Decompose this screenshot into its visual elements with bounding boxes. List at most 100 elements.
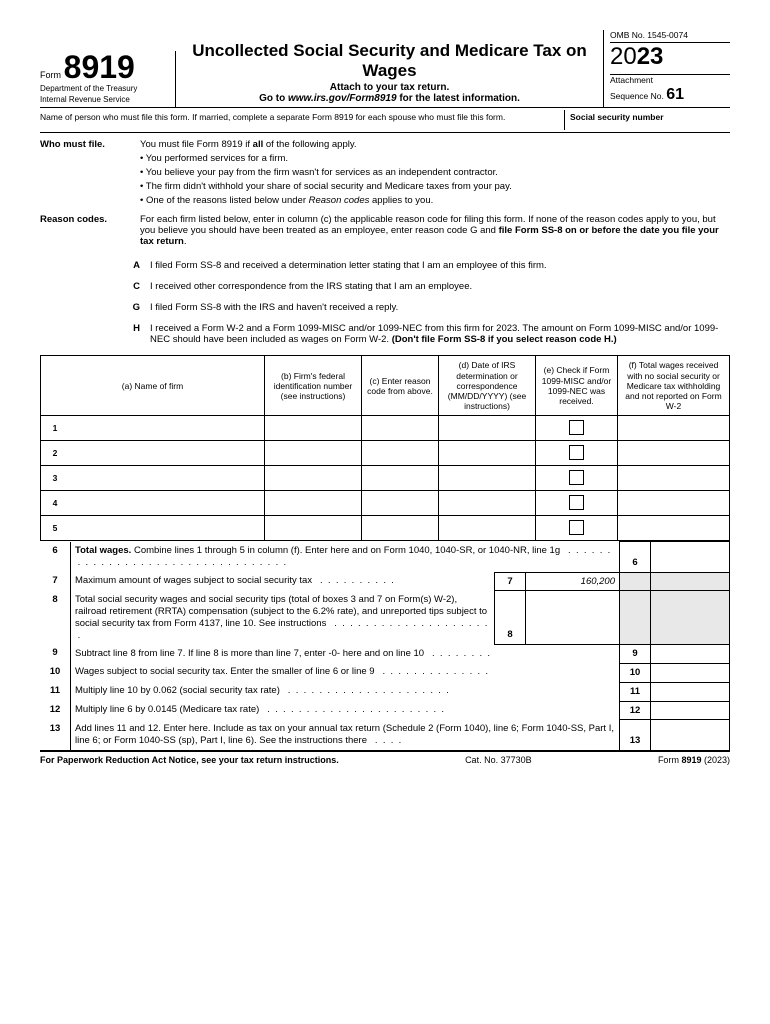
reason-text-H: I received a Form W-2 and a Form 1099-MI… [150, 323, 730, 345]
line-8: 8 Total social security wages and social… [40, 591, 730, 645]
line-12-box-num: 12 [620, 701, 651, 720]
dept-line2: Internal Revenue Service [40, 96, 170, 105]
line-12-value[interactable] [651, 701, 730, 720]
received-1099-cell[interactable] [536, 466, 618, 491]
reason-code-A: A [40, 260, 150, 271]
form-title: Uncollected Social Security and Medicare… [184, 41, 595, 80]
footer-right-a: Form [658, 755, 682, 765]
irs-date-input[interactable] [439, 441, 536, 466]
total-wages-input[interactable] [618, 416, 730, 441]
line-13-value[interactable] [651, 720, 730, 750]
col-e-header: (e) Check if Form 1099-MISC and/or 1099-… [536, 356, 618, 416]
received-1099-cell[interactable] [536, 516, 618, 541]
received-1099-cell[interactable] [536, 441, 618, 466]
firm-ein-input[interactable] [265, 491, 362, 516]
footer-center: Cat. No. 37730B [465, 755, 532, 765]
firm-row-num: 4 [41, 491, 70, 516]
line-12-desc: Multiply line 6 by 0.0145 (Medicare tax … [71, 701, 620, 720]
total-wages-input[interactable] [618, 441, 730, 466]
line-10-desc: Wages subject to social security tax. En… [71, 663, 620, 682]
reason-G: G I filed Form SS-8 with the IRS and hav… [40, 302, 730, 313]
checkbox-icon[interactable] [569, 445, 584, 460]
who-intro-b: all [253, 139, 264, 150]
header-center: Uncollected Social Security and Medicare… [176, 41, 603, 107]
who-b4-c: applies to you. [369, 195, 433, 206]
seq-num: 61 [666, 86, 684, 103]
checkbox-icon[interactable] [569, 520, 584, 535]
who-bullet-4: • One of the reasons listed below under … [140, 195, 730, 206]
firm-name-input[interactable] [69, 466, 265, 491]
irs-date-input[interactable] [439, 491, 536, 516]
line-6-text: Combine lines 1 through 5 in column (f).… [131, 545, 560, 556]
firm-ein-input[interactable] [265, 416, 362, 441]
reason-code-C: C [40, 281, 150, 292]
firm-name-input[interactable] [69, 416, 265, 441]
line-6-label: Total wages. [75, 545, 131, 556]
line-11-text: Multiply line 10 by 0.062 (social securi… [75, 685, 280, 696]
who-bullet-3: • The firm didn't withhold your share of… [140, 181, 730, 192]
col-d-header: (d) Date of IRS determination or corresp… [439, 356, 536, 416]
col-b-header: (b) Firm's federal identification number… [265, 356, 362, 416]
line-7-text: Maximum amount of wages subject to socia… [75, 575, 312, 586]
reason-codes-section: Reason codes. For each firm listed below… [40, 212, 730, 250]
line-6-value[interactable] [651, 542, 730, 572]
received-1099-cell[interactable] [536, 416, 618, 441]
firm-row-3: 3 [41, 466, 730, 491]
calc-table: 6 Total wages. Combine lines 1 through 5… [40, 541, 730, 750]
line-7-desc: Maximum amount of wages subject to socia… [71, 572, 495, 591]
firm-row-2: 2 [41, 441, 730, 466]
line-13-box-num: 13 [620, 720, 651, 750]
omb-number: OMB No. 1545-0074 [610, 30, 730, 40]
reason-text-A: I filed Form SS-8 and received a determi… [150, 260, 730, 271]
reason-H: H I received a Form W-2 and a Form 1099-… [40, 323, 730, 345]
line-6-num: 6 [40, 542, 71, 572]
line-11: 11 Multiply line 10 by 0.062 (social sec… [40, 682, 730, 701]
checkbox-icon[interactable] [569, 420, 584, 435]
form-header: Form 8919 Department of the Treasury Int… [40, 30, 730, 108]
line-9-value[interactable] [651, 644, 730, 663]
checkbox-icon[interactable] [569, 470, 584, 485]
form-word: Form [40, 70, 61, 80]
firm-name-input[interactable] [69, 516, 265, 541]
firm-row-5: 5 [41, 516, 730, 541]
line-10-num: 10 [40, 663, 71, 682]
who-intro-c: of the following apply. [263, 139, 356, 150]
line-7-box-num: 7 [495, 572, 526, 591]
total-wages-input[interactable] [618, 491, 730, 516]
irs-date-input[interactable] [439, 466, 536, 491]
seq-label: Sequence No. [610, 91, 666, 101]
firm-name-input[interactable] [69, 441, 265, 466]
firm-ein-input[interactable] [265, 466, 362, 491]
firm-table: (a) Name of firm (b) Firm's federal iden… [40, 355, 730, 541]
firm-name-input[interactable] [69, 491, 265, 516]
reason-code-input[interactable] [362, 516, 439, 541]
line-9: 9 Subtract line 8 from line 7. If line 8… [40, 644, 730, 663]
firm-ein-input[interactable] [265, 516, 362, 541]
reason-code-input[interactable] [362, 491, 439, 516]
reason-intro: For each firm listed below, enter in col… [140, 214, 730, 247]
total-wages-input[interactable] [618, 466, 730, 491]
col-c-header: (c) Enter reason code from above. [362, 356, 439, 416]
col-f-header: (f) Total wages received with no social … [618, 356, 730, 416]
who-bullet-1: • You performed services for a firm. [140, 153, 730, 164]
reason-code-input[interactable] [362, 441, 439, 466]
reason-code-input[interactable] [362, 466, 439, 491]
footer-right-c: (2023) [701, 755, 730, 765]
firm-ein-input[interactable] [265, 441, 362, 466]
firm-row-num: 3 [41, 466, 70, 491]
line-8-value[interactable] [526, 591, 620, 645]
received-1099-cell[interactable] [536, 491, 618, 516]
reason-code-input[interactable] [362, 416, 439, 441]
total-wages-input[interactable] [618, 516, 730, 541]
checkbox-icon[interactable] [569, 495, 584, 510]
footer-left: For Paperwork Reduction Act Notice, see … [40, 755, 339, 765]
goto-url: www.irs.gov/Form8919 [288, 93, 397, 104]
irs-date-input[interactable] [439, 516, 536, 541]
goto-suffix: for the latest information. [397, 93, 520, 104]
year-suffix: 23 [637, 43, 664, 70]
line-10-value[interactable] [651, 663, 730, 682]
irs-date-input[interactable] [439, 416, 536, 441]
col-a-header: (a) Name of firm [41, 356, 265, 416]
line-11-value[interactable] [651, 682, 730, 701]
ssn-label: Social security number [564, 110, 730, 130]
